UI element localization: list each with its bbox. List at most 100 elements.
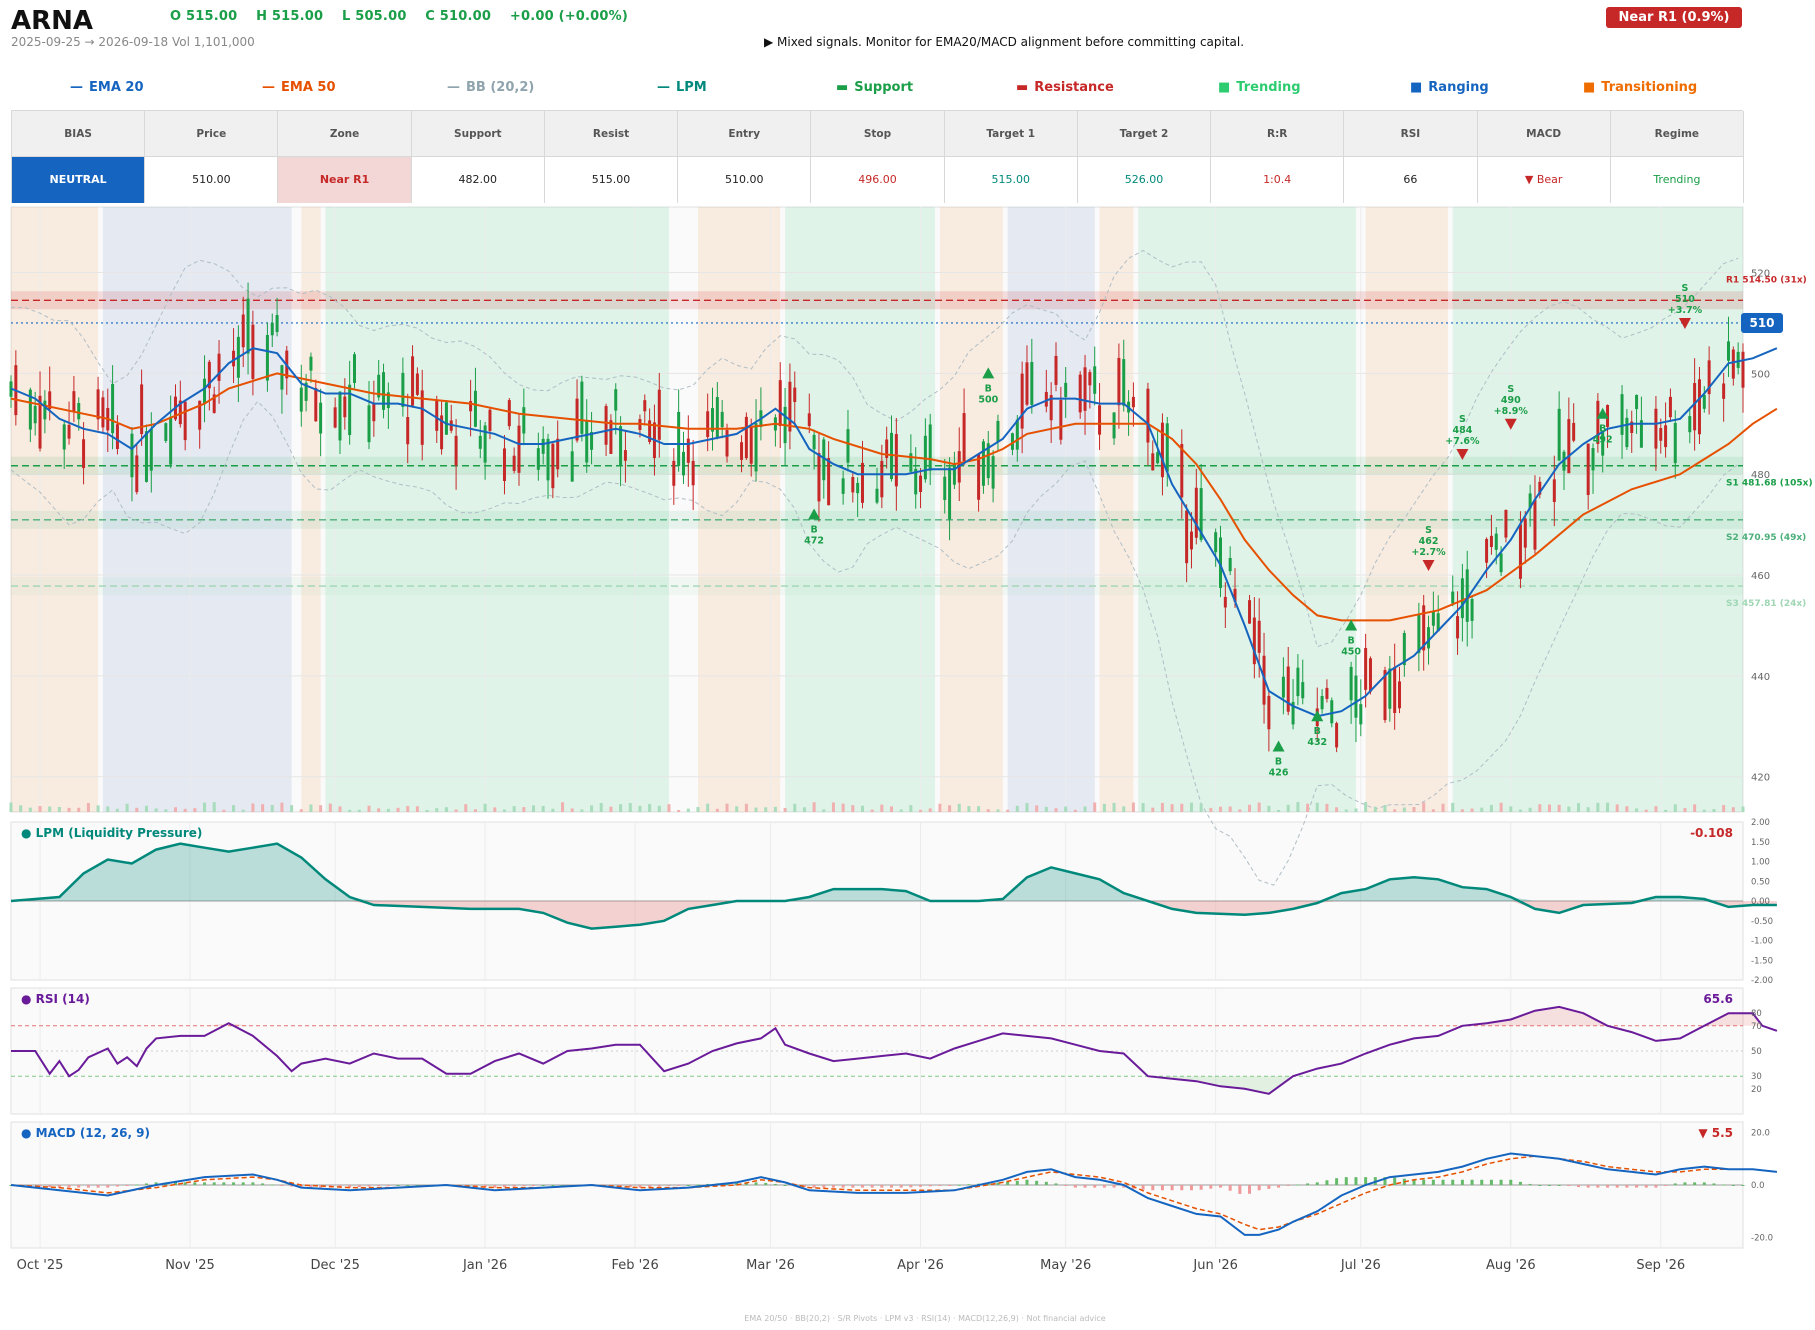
volume-bar	[1664, 809, 1668, 812]
candle-body	[977, 453, 981, 500]
lpm-tick-label: -2.00	[1751, 976, 1773, 986]
candle-body	[1112, 412, 1116, 439]
macd-histogram-bar	[1693, 1182, 1697, 1185]
rsi-tick-label: 50	[1751, 1047, 1762, 1057]
candle-body	[1383, 670, 1387, 721]
x-tick-label: Aug '26	[1486, 1258, 1536, 1273]
candle-body	[686, 438, 690, 463]
volume-bar	[812, 802, 816, 812]
buy-signal-marker	[1272, 740, 1285, 752]
macd-line	[10, 1152, 1778, 1236]
buy-signal-marker	[1311, 710, 1324, 722]
macd-histogram-bar	[628, 1185, 632, 1188]
candle-body	[1673, 422, 1677, 464]
candle-body	[1185, 510, 1189, 564]
volume-bar	[1683, 808, 1687, 812]
macd-histogram-bar	[1383, 1177, 1387, 1185]
macd-histogram-bar	[522, 1185, 526, 1187]
candle-body	[512, 455, 516, 471]
macd-histogram-bar	[348, 1185, 352, 1188]
volume-bar	[1528, 807, 1532, 812]
volume-bar	[280, 802, 284, 812]
volume-bar	[532, 805, 536, 812]
legend-swatch: ▬	[836, 80, 849, 95]
x-tick-label: May '26	[1040, 1258, 1091, 1273]
candle-body	[1320, 696, 1324, 710]
volume-bar	[677, 809, 681, 812]
macd-histogram-bar	[338, 1185, 342, 1188]
candle-body	[643, 400, 647, 412]
table-header-macd: MACD	[1477, 111, 1611, 157]
candle-body	[1165, 423, 1169, 472]
volume-bar	[1015, 805, 1019, 812]
volume-bar	[1093, 802, 1097, 812]
macd-histogram-bar	[1596, 1185, 1600, 1188]
volume-bar	[1373, 806, 1377, 812]
lpm-tick-label: -1.00	[1751, 937, 1773, 947]
buy-signal-marker	[1345, 619, 1358, 631]
candle-body	[1044, 391, 1048, 407]
volume-bar	[570, 808, 574, 812]
candle-body	[1620, 394, 1624, 435]
macd-tick-label: 0.0	[1751, 1181, 1765, 1191]
candle-body	[1552, 479, 1556, 503]
candle-body	[144, 431, 148, 482]
volume-bar	[1547, 804, 1551, 812]
signal-label: B 492	[1593, 424, 1613, 446]
volume-bar	[1025, 803, 1029, 812]
candle-body	[473, 390, 477, 427]
table-header-support: Support	[411, 111, 545, 157]
macd-histogram-bar	[212, 1182, 216, 1185]
macd-histogram-bar	[1277, 1185, 1281, 1188]
macd-histogram-bar	[1722, 1184, 1726, 1186]
macd-histogram-bar	[115, 1185, 119, 1187]
candle-body	[1189, 531, 1193, 550]
candle-body	[1228, 557, 1232, 572]
candle-body	[1499, 553, 1503, 573]
candle-body	[1596, 400, 1600, 445]
volume-bar	[1073, 809, 1077, 812]
volume-bar	[1741, 806, 1745, 812]
volume-bar	[841, 803, 845, 812]
lpm-tick-label: 0.50	[1751, 877, 1770, 887]
volume-bar	[706, 803, 710, 812]
volume-bar	[1557, 804, 1561, 812]
macd-histogram-bar	[125, 1185, 129, 1186]
signal-label: S 484 +7.6%	[1445, 414, 1480, 447]
candle-body	[386, 392, 390, 409]
candle-body	[304, 382, 308, 401]
candle-body	[135, 455, 139, 493]
macd-histogram-bar	[1606, 1185, 1610, 1188]
volume-bar	[1218, 806, 1222, 812]
macd-histogram-bar	[406, 1185, 410, 1186]
candle-body	[1630, 421, 1634, 434]
volume-bar	[406, 805, 410, 812]
candle-body	[551, 443, 555, 489]
ohlc-low: L 505.00	[341, 9, 407, 24]
candle-body	[1252, 617, 1256, 665]
macd-histogram-bar	[319, 1185, 323, 1188]
candle-body	[1693, 383, 1697, 431]
candle-body	[706, 411, 710, 438]
volume-bar	[96, 805, 100, 812]
candle-body	[1494, 533, 1498, 550]
candle-body	[590, 432, 594, 450]
volume-bar	[1151, 807, 1155, 812]
macd-histogram-bar	[1683, 1182, 1687, 1185]
volume-bar	[377, 808, 381, 812]
lpm-panel-title: ● LPM (Liquidity Pressure)	[21, 826, 202, 840]
candle-body	[846, 429, 850, 463]
candle-body	[1281, 676, 1285, 698]
volume-bar	[851, 805, 855, 812]
candle-body	[62, 424, 66, 450]
macd-histogram-bar	[1577, 1185, 1581, 1188]
volume-bar	[1044, 806, 1048, 812]
legend-label: LPM	[676, 80, 707, 95]
candle-body	[1025, 362, 1029, 405]
volume-bar	[880, 804, 884, 812]
macd-histogram-bar	[173, 1182, 177, 1185]
candle-body	[1364, 647, 1368, 690]
buy-signal-marker	[1596, 407, 1609, 419]
date-range-volume: 2025-09-25 → 2026-09-18 Vol 1,101,000	[11, 35, 255, 49]
legend-label: BB (20,2)	[466, 80, 535, 95]
